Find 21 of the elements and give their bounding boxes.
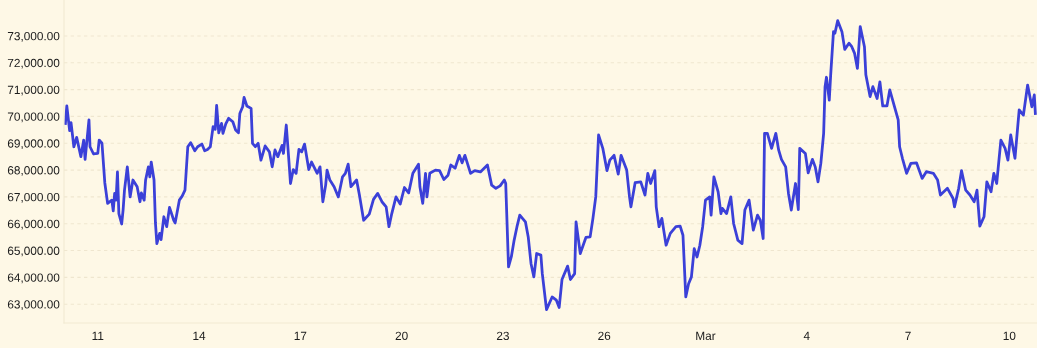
x-tick-label: 14 <box>193 331 206 340</box>
x-tick-label: 26 <box>598 331 611 340</box>
y-tick-label: 69,000.00 <box>7 139 60 150</box>
y-tick-label: 71,000.00 <box>7 85 60 96</box>
x-tick-label: 7 <box>905 331 911 340</box>
y-tick-label: 64,000.00 <box>7 273 60 284</box>
x-tick-label: 17 <box>294 331 307 340</box>
y-tick-label: 68,000.00 <box>7 166 60 176</box>
y-tick-label: 65,000.00 <box>7 246 60 257</box>
y-tick-label: 67,000.00 <box>7 192 60 203</box>
x-tick-label: 20 <box>395 331 408 340</box>
y-tick-label: 73,000.00 <box>7 31 60 42</box>
x-tick-label: 23 <box>496 331 509 340</box>
y-tick-label: 70,000.00 <box>7 112 60 123</box>
y-tick-label: 63,000.00 <box>7 300 60 311</box>
y-tick-label: 72,000.00 <box>7 58 60 69</box>
x-tick-label: 11 <box>92 331 104 340</box>
y-tick-label: 66,000.00 <box>7 219 60 230</box>
x-tick-label: 10 <box>1003 331 1016 340</box>
x-tick-label: 4 <box>803 331 810 340</box>
x-tick-label: Mar <box>696 331 716 340</box>
